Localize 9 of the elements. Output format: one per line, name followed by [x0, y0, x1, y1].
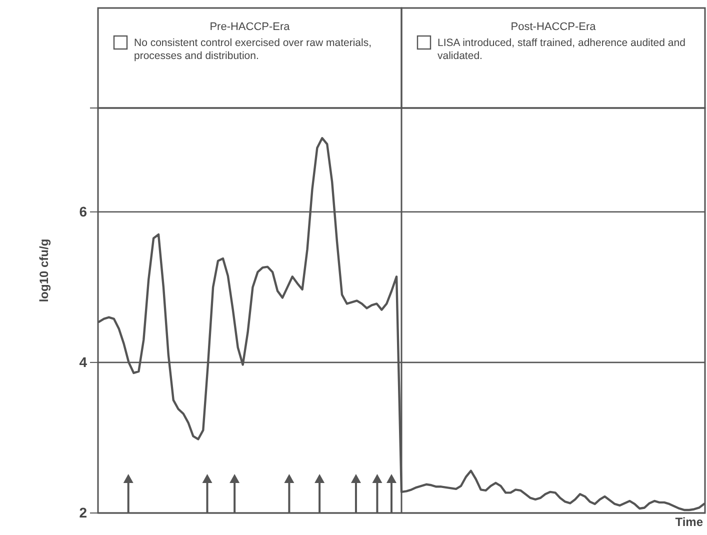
text: LISA introduced, staff trained, adherence audited and validated. [438, 37, 686, 62]
y-tick-label: 6 [79, 203, 88, 220]
text: Post-HACCP-Era [510, 21, 597, 33]
x-axis-title: Time [675, 515, 704, 529]
y-axis-title: log10 cfu/g [37, 238, 51, 302]
y-tick-label: 2 [79, 504, 88, 520]
y-tick-label: 4 [79, 354, 88, 370]
text: Pre-HACCP-Era [210, 21, 291, 33]
text: No consistent control exercised over raw materials, processes and distribution. [134, 37, 372, 62]
